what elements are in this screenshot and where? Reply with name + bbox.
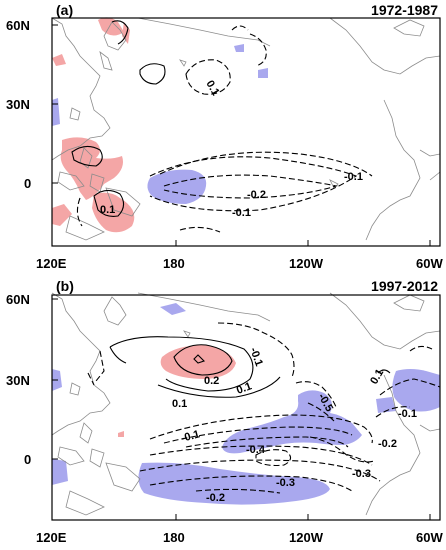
positive-region — [98, 17, 124, 36]
contour-label: 0.1 — [203, 79, 221, 98]
negative-region — [258, 68, 268, 78]
lon-tick-label: 120W — [289, 256, 324, 271]
contour-positive — [157, 376, 281, 398]
contour-negative — [307, 402, 335, 422]
negative-region — [52, 459, 68, 485]
tick-marks-b — [52, 298, 431, 520]
panel-a: 0.1 0.1 -0.1 -0.2 -0.1 60N 30N 0 120E 18… — [6, 2, 443, 271]
negative-region — [52, 98, 60, 126]
lon-tick-label: 120E — [36, 530, 67, 545]
shading-b — [52, 303, 440, 505]
negative-region — [222, 390, 362, 454]
lon-tick-label: 120E — [36, 256, 67, 271]
contour-negative — [159, 151, 373, 177]
contour-label: -0.3 — [276, 477, 295, 489]
contour-labels-a: 0.1 0.1 -0.1 -0.2 -0.1 — [100, 79, 363, 220]
positive-region — [60, 137, 123, 200]
positive-region — [118, 431, 124, 437]
contour-label: -0.1 — [398, 408, 417, 420]
lat-tick-label: 30N — [6, 97, 30, 112]
positive-region — [160, 345, 236, 379]
contour-label: -0.2 — [206, 492, 225, 504]
positive-region — [52, 54, 66, 66]
contour-negative — [249, 33, 267, 67]
contour-negative — [295, 381, 337, 408]
contour-label: -0.2 — [247, 189, 266, 201]
contour-negative — [409, 345, 433, 352]
contour-positive — [71, 145, 103, 167]
contour-negative — [149, 156, 358, 212]
contour-negative — [375, 406, 411, 418]
contour-label: 0.1 — [172, 398, 187, 410]
negative-region — [234, 44, 244, 52]
contours-a — [71, 20, 373, 233]
contour-positive — [173, 344, 233, 376]
contour-negative — [185, 436, 349, 448]
negative-region — [138, 462, 330, 505]
contour-positive — [377, 369, 391, 374]
contour-positive — [109, 336, 254, 392]
contour-negative — [379, 378, 441, 396]
lon-tick-label: 120W — [289, 530, 324, 545]
panel-tag: (b) — [56, 278, 74, 294]
contour-negative — [149, 414, 373, 444]
contour-negative — [255, 449, 292, 467]
contour-label: 0.1 — [235, 380, 253, 397]
contour-positive — [193, 354, 206, 364]
map-panel-b: 0.2 0.1 0.1 -0.1 -0.5 -0.1 -0.4 -0.3 -0.… — [6, 278, 443, 545]
lat-tick-label: 0 — [24, 452, 31, 467]
lat-tick-label: 60N — [6, 292, 30, 307]
contour-negative — [179, 226, 221, 233]
contour-negative — [76, 197, 83, 227]
contour-negative — [185, 59, 231, 95]
contours-b — [87, 322, 441, 494]
lon-tick-label: 60W — [416, 256, 443, 271]
negative-region — [376, 397, 396, 413]
negative-region — [392, 369, 440, 412]
contour-label: -0.3 — [352, 468, 371, 480]
panel-period: 1997-2012 — [371, 278, 438, 294]
contour-label: -0.4 — [246, 444, 266, 456]
contour-negative — [163, 174, 339, 199]
panel-b: 0.2 0.1 0.1 -0.1 -0.5 -0.1 -0.4 -0.3 -0.… — [0, 275, 446, 550]
contour-label: -0.1 — [247, 346, 265, 368]
contour-negative — [163, 426, 353, 444]
positive-region — [52, 204, 72, 226]
map-panel-a: 0.1 0.1 -0.1 -0.2 -0.1 60N 30N 0 120E 18… — [6, 2, 443, 271]
contour-negative — [95, 350, 105, 382]
panel-tag: (a) — [56, 2, 73, 18]
contour-label: 0.1 — [100, 204, 115, 216]
contour-negative — [87, 372, 95, 386]
contour-negative — [195, 488, 281, 494]
contour-negative — [149, 445, 373, 466]
contour-label: -0.1 — [180, 428, 201, 445]
contour-positive — [139, 63, 166, 85]
plot-frame — [51, 17, 441, 247]
contour-label: -0.1 — [232, 207, 251, 219]
plot-frame — [51, 294, 441, 521]
lat-tick-label: 0 — [24, 176, 31, 191]
contour-negative — [231, 25, 249, 31]
lat-tick-label: 30N — [6, 373, 30, 388]
tick-marks-a — [52, 24, 431, 246]
lat-tick-label: 60N — [6, 18, 30, 33]
contour-negative — [309, 436, 375, 463]
contour-positive — [111, 20, 129, 45]
contour-label: -0.2 — [378, 438, 397, 450]
panel-period: 1972-1987 — [371, 2, 438, 18]
contour-positive — [93, 189, 125, 217]
contour-negative — [139, 459, 381, 482]
negative-region — [160, 303, 186, 315]
lon-tick-label: 180 — [163, 530, 185, 545]
contour-positive — [109, 346, 127, 364]
contour-label: 0.2 — [204, 375, 219, 387]
contour-negative — [217, 322, 295, 378]
lon-tick-label: 180 — [163, 256, 185, 271]
contour-label: -0.1 — [344, 171, 363, 183]
lon-tick-label: 60W — [416, 530, 443, 545]
